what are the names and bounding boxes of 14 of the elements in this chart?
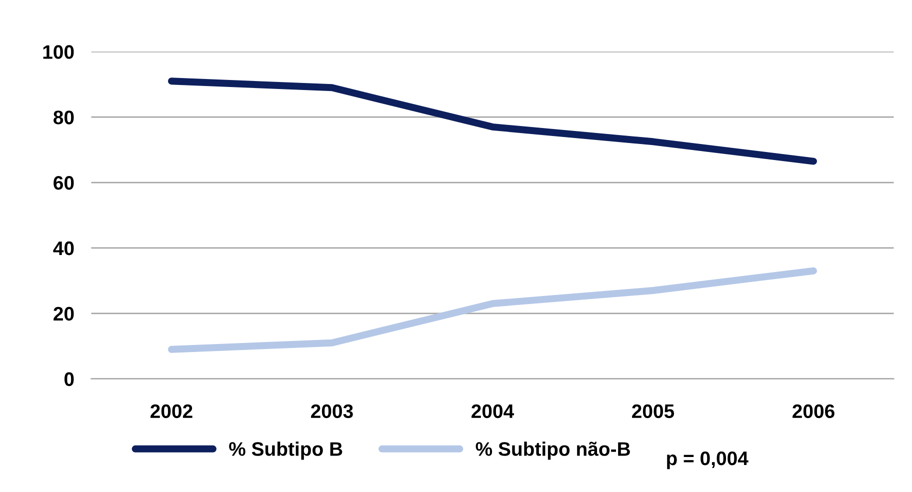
legend-label: % Subtipo não-B (476, 442, 630, 460)
y-tick-label: 0 (64, 372, 74, 386)
x-tick-label: 2006 (792, 404, 834, 418)
x-tick-label: 2002 (150, 404, 192, 418)
y-tick-label: 80 (54, 110, 74, 124)
x-tick-label: 2003 (311, 404, 353, 418)
y-tick-label: 60 (54, 176, 74, 190)
y-tick-label: 20 (54, 306, 74, 321)
y-tick-label: 40 (53, 241, 74, 256)
text: p = 0,004 (667, 451, 748, 470)
x-tick-label: 2004 (472, 404, 514, 418)
x-tick-label: 2005 (632, 404, 674, 418)
legend-label: % Subtipo B (229, 442, 342, 460)
y-tick-label: 100 (43, 45, 74, 59)
